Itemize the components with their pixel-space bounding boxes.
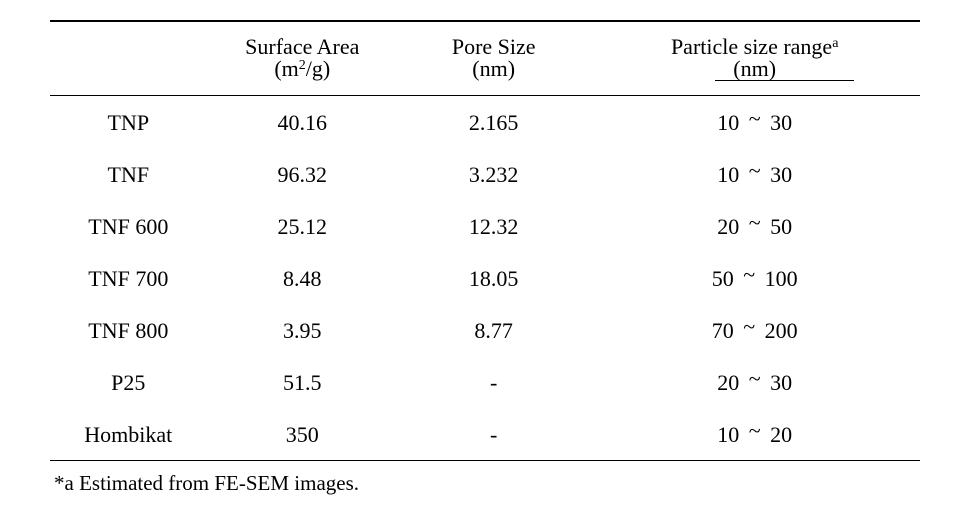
header-particle-unit: (nm) [597,56,912,82]
cell-surface: 25.12 [207,200,398,252]
table-row: TNF 7008.4818.0550 ~ 100 [50,252,920,304]
table-row: P2551.5-20 ~ 30 [50,356,920,408]
cell-particle: 20 ~ 50 [589,200,920,252]
table-row: TNF 8003.958.7770 ~ 200 [50,304,920,356]
cell-pore: 18.05 [398,252,589,304]
table-row: TNF 60025.1212.3220 ~ 50 [50,200,920,252]
header-sample [50,21,207,95]
cell-surface: 51.5 [207,356,398,408]
cell-particle: 50 ~ 100 [589,252,920,304]
cell-sample: TNP [50,95,207,148]
header-pore-unit: (nm) [406,56,581,82]
table-row: TNF96.323.23210 ~ 30 [50,148,920,200]
header-particle-size: Particle size rangea (nm) [589,21,920,95]
cell-pore: 8.77 [398,304,589,356]
cell-sample: TNF 700 [50,252,207,304]
cell-particle: 10 ~ 30 [589,148,920,200]
footnote: *a Estimated from FE-SEM images. [50,461,920,496]
header-row: Surface Area (m2/g) Pore Size (nm) Parti… [50,21,920,95]
cell-surface: 96.32 [207,148,398,200]
header-pore-size: Pore Size (nm) [398,21,589,95]
cell-pore: 3.232 [398,148,589,200]
cell-particle: 20 ~ 30 [589,356,920,408]
cell-sample: Hombikat [50,408,207,461]
table-body: TNP40.162.16510 ~ 30TNF96.323.23210 ~ 30… [50,95,920,460]
cell-sample: P25 [50,356,207,408]
cell-surface: 3.95 [207,304,398,356]
cell-sample: TNF 600 [50,200,207,252]
header-surface-unit: (m2/g) [215,56,390,82]
cell-surface: 350 [207,408,398,461]
data-table: Surface Area (m2/g) Pore Size (nm) Parti… [50,20,920,461]
table-row: Hombikat350-10 ~ 20 [50,408,920,461]
header-surface-area: Surface Area (m2/g) [207,21,398,95]
cell-particle: 70 ~ 200 [589,304,920,356]
cell-particle: 10 ~ 30 [589,95,920,148]
table-row: TNP40.162.16510 ~ 30 [50,95,920,148]
cell-pore: 12.32 [398,200,589,252]
cell-surface: 8.48 [207,252,398,304]
cell-sample: TNF 800 [50,304,207,356]
cell-pore: 2.165 [398,95,589,148]
cell-sample: TNF [50,148,207,200]
cell-pore: - [398,356,589,408]
cell-surface: 40.16 [207,95,398,148]
cell-particle: 10 ~ 20 [589,408,920,461]
cell-pore: - [398,408,589,461]
